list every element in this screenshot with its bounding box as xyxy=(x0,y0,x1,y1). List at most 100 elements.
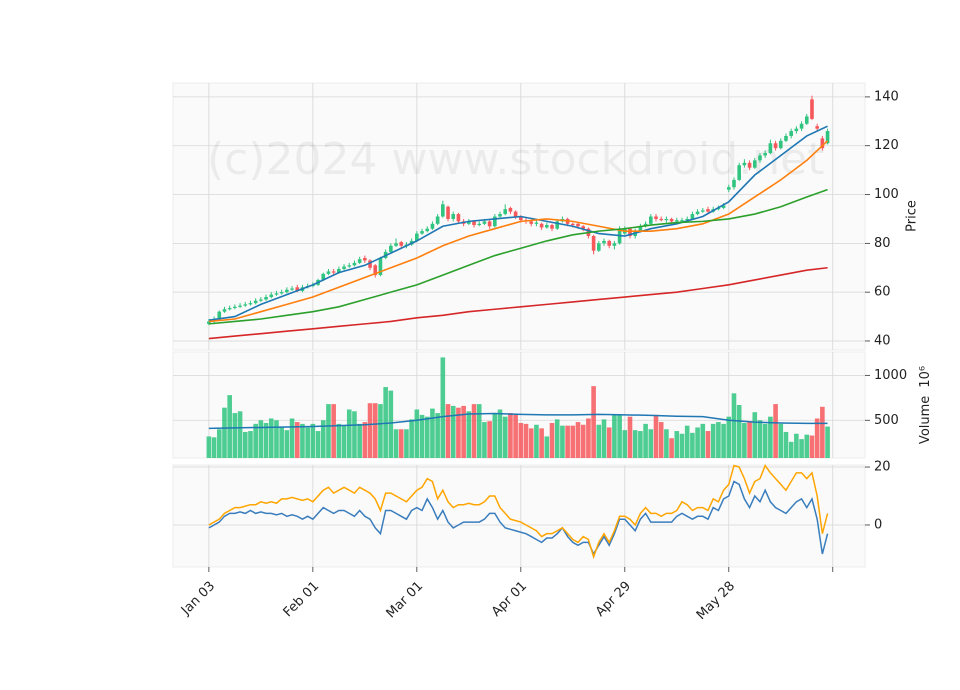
candle-body xyxy=(654,216,658,219)
candle-body xyxy=(700,210,705,212)
volume-bar xyxy=(627,416,633,458)
volume-bar xyxy=(326,404,331,458)
volume-bar xyxy=(648,429,654,458)
candle-body xyxy=(737,165,741,180)
volume-bar xyxy=(575,422,581,458)
candle-body xyxy=(534,222,539,224)
candle-body xyxy=(357,259,362,263)
candle-body xyxy=(482,221,487,224)
volume-bar xyxy=(419,414,425,458)
volume-bar xyxy=(357,423,362,458)
candle-body xyxy=(498,214,502,217)
x-tick-label: May 28 xyxy=(694,579,738,623)
candle-body xyxy=(607,240,612,246)
moving-average-line xyxy=(208,266,828,340)
candle-body xyxy=(363,257,367,261)
volume-bar xyxy=(341,425,347,458)
candle-body xyxy=(648,216,653,224)
candle-body xyxy=(352,262,357,266)
candle-body xyxy=(690,214,695,219)
volume-bar xyxy=(237,411,243,458)
volume-bar xyxy=(747,422,752,458)
candle-body xyxy=(290,288,294,290)
volume-bar xyxy=(804,434,810,458)
volume-bar xyxy=(274,420,279,458)
y-tick-label: 120 xyxy=(874,138,899,153)
candle-body xyxy=(233,306,237,309)
volume-bar xyxy=(643,423,648,458)
volume-bar xyxy=(820,406,825,458)
volume-bar xyxy=(378,404,383,458)
candle-body xyxy=(602,240,606,244)
candle-body xyxy=(820,138,825,149)
candle-body xyxy=(321,273,326,280)
volume-bar xyxy=(586,418,591,458)
candle-body xyxy=(758,155,762,161)
volume-bar xyxy=(362,422,368,458)
candle-body xyxy=(747,162,752,168)
volume-bar xyxy=(565,425,570,458)
candle-body xyxy=(659,218,663,221)
volume-bar xyxy=(549,422,555,458)
candle-body xyxy=(493,216,497,227)
candle-body xyxy=(695,211,700,215)
volume-bar xyxy=(523,423,529,458)
y-tick-label: 500 xyxy=(874,413,899,428)
candle-body xyxy=(227,308,232,310)
candle-body xyxy=(550,225,554,229)
candle-body xyxy=(368,260,372,268)
volume-bar xyxy=(596,424,602,458)
volume-bar xyxy=(279,426,284,458)
candle-body xyxy=(773,143,778,149)
volume-bar xyxy=(814,418,820,458)
volume-bar xyxy=(580,424,586,458)
candle-body xyxy=(778,140,783,149)
watermark: (c)2024 www.stockdroid.net xyxy=(207,134,824,185)
volume-bar xyxy=(695,427,700,458)
volume-bar xyxy=(253,423,258,458)
candle-body xyxy=(628,228,632,237)
volume-bar xyxy=(773,404,778,458)
candle-body xyxy=(337,268,341,273)
volume-bar xyxy=(528,428,534,458)
volume-bar xyxy=(258,420,264,458)
volume-bar xyxy=(794,433,799,458)
candle-body xyxy=(508,207,513,212)
candle-body xyxy=(378,257,383,276)
candle-body xyxy=(477,223,482,226)
volume-average-line xyxy=(208,412,828,430)
volume-bar xyxy=(424,416,430,458)
y-tick-label: 140 xyxy=(874,89,899,104)
volume-bar xyxy=(388,390,394,458)
y-tick-label: 40 xyxy=(874,333,891,348)
volume-bar xyxy=(440,357,446,458)
candle-body xyxy=(503,209,508,215)
volume-bar xyxy=(762,423,768,458)
x-tick-label: Apr 29 xyxy=(593,579,634,620)
x-tick-label: Mar 01 xyxy=(384,579,427,622)
volume-bar xyxy=(638,431,643,458)
candle-body xyxy=(810,99,814,119)
volume-bar xyxy=(622,430,628,458)
candle-body xyxy=(591,236,596,251)
y-tick-label: 60 xyxy=(874,285,891,300)
volume-bar xyxy=(227,395,232,458)
candle-body xyxy=(576,223,580,227)
candle-body xyxy=(285,289,289,293)
volume-bar xyxy=(268,418,274,458)
volume-bar xyxy=(664,429,669,458)
x-tick-label: Apr 01 xyxy=(489,579,530,620)
volume-bar xyxy=(461,405,466,458)
candle-body xyxy=(597,243,601,251)
y-tick-label: 80 xyxy=(874,236,891,251)
volume-bar xyxy=(716,422,721,458)
candle-body xyxy=(815,126,819,129)
x-tick-label: Jan 03 xyxy=(178,579,218,619)
candle-body xyxy=(472,221,476,226)
moving-average-line xyxy=(208,125,828,322)
volume-bar xyxy=(601,419,607,458)
candle-body xyxy=(259,299,263,301)
volume-bar xyxy=(346,409,352,458)
volume-bar xyxy=(466,411,472,458)
volume-bar xyxy=(336,423,342,458)
